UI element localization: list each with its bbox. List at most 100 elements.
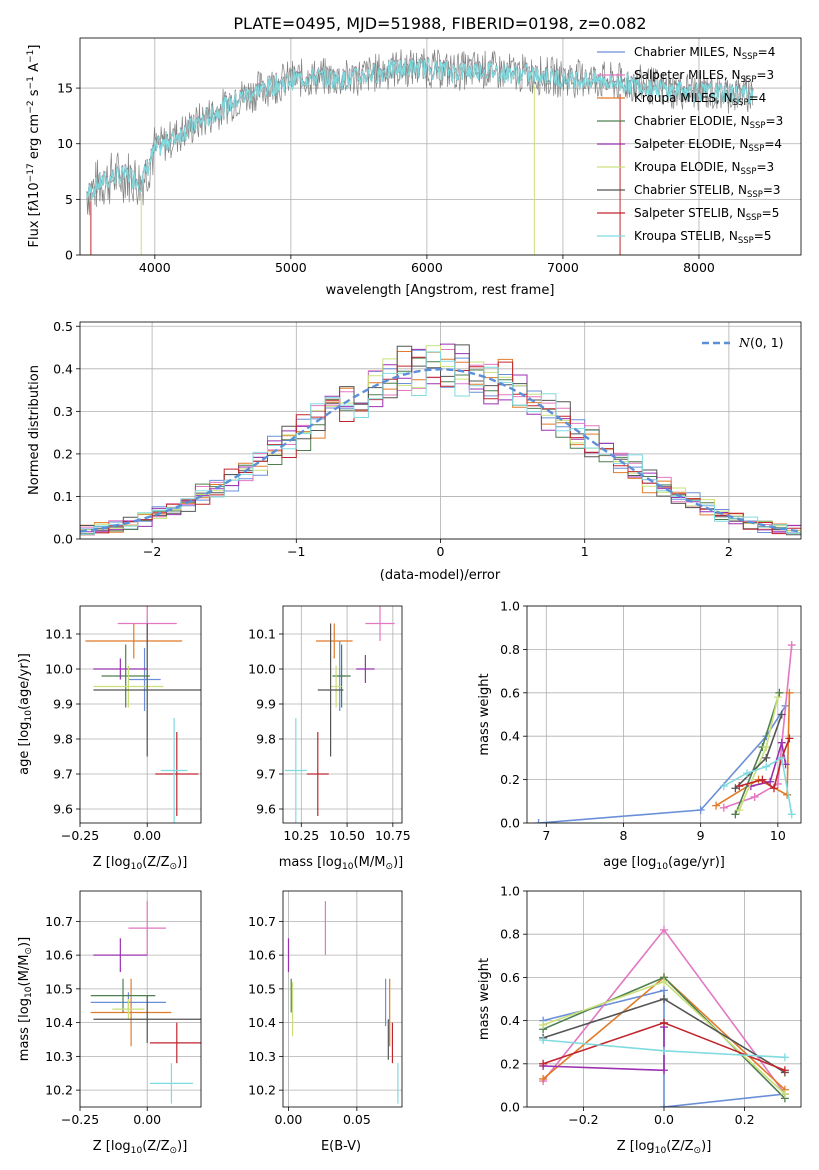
mass-weight-marker (735, 782, 744, 791)
spectrum-frame (79, 37, 802, 256)
mass-weight-marker (780, 1066, 789, 1075)
mass-vs-Z-ylabel-part: )] (17, 937, 32, 947)
residuals-xtick-label: 1 (581, 544, 589, 559)
massweight_vs_Z-ytick-label: 0.4 (500, 1013, 520, 1028)
residuals-ylabel: Normed distribution (27, 365, 42, 495)
massweight_vs_age-xlabel-part: (age/yr)] (668, 855, 725, 870)
age_vs_mass-ytick-label: 9.7 (256, 767, 276, 782)
mass_vs_EBV-ytick-label: 10.4 (248, 1015, 276, 1030)
mass-weight-marker (780, 1090, 789, 1099)
massweight_vs_age-ytick-label: 1.0 (500, 599, 520, 614)
legend-entry-text: Chabrier STELIB, N (634, 183, 747, 197)
mass-weight-marker (660, 1046, 668, 1055)
legend-entry: Salpeter STELIB, NSSP=5 (634, 206, 779, 223)
age_vs_mass-ytick-label: 9.6 (256, 802, 276, 817)
mass_vs_EBV-frame (282, 890, 403, 1108)
massweight_vs_Z-ytick-label: 0.8 (500, 927, 520, 942)
mass-vs-Z-xlabel-part: 10 (131, 1146, 143, 1156)
massweight_vs_age-ticks: 7 8 9 10 0.0 0.2 0.4 0.6 0.8 1.0 (500, 599, 786, 844)
mass_vs_Z-ticks: −0.25 0.00 10.2 10.3 10.4 10.5 10.6 10.7 (45, 914, 161, 1127)
legend-entry-sub: SSP (733, 98, 749, 108)
mass_vs_Z-ytick-label: 10.3 (45, 1049, 73, 1064)
mass-weight-marker (758, 775, 767, 784)
residuals-ytick-label: 0.3 (53, 404, 73, 419)
normal-legend-label: N(0, 1) (738, 335, 784, 350)
residuals-xlabel: (data-model)/error (380, 568, 501, 583)
legend-entry-text: =5 (762, 206, 780, 220)
spectrum-ylabel-part: s (27, 89, 42, 100)
mass-weight-marker (750, 792, 759, 801)
mass-vs-Z-xlabel-part: (Z/Z (142, 1139, 169, 1154)
mass_vs_Z-ytick-label: 10.2 (45, 1083, 73, 1098)
mass-weight-marker (660, 995, 668, 1003)
legend-entry-sub: SSP (742, 52, 758, 62)
legend-entry-text: =4 (764, 137, 782, 151)
mass-weight-marker (712, 801, 721, 810)
mass-weight-marker (719, 803, 728, 812)
legend-entry-text: Chabrier MILES, N (634, 45, 742, 59)
mass-vs-Z-ylabel-part: mass [log (17, 998, 32, 1061)
data-point (306, 732, 329, 816)
legend-entry-text: Kroupa STELIB, N (634, 229, 738, 243)
age-vs-Z-xlabel-part: 10 (131, 862, 143, 872)
mass-weight-marker (787, 641, 796, 650)
data-point (93, 658, 148, 680)
spectrum-panel: 4000 5000 6000 7000 8000 0 5 10 15 wavelength [An… (26, 37, 802, 298)
spectrum-model-top (86, 57, 754, 199)
spectrum-xlabel: wavelength [Angstrom, rest frame] (326, 283, 555, 298)
spectrum-ylabel-part: ] (27, 45, 42, 50)
massweight_vs_age-xtick-label: 8 (620, 828, 628, 843)
massweight_vs_Z-frame (526, 890, 802, 1108)
mass-weight-marker (534, 819, 543, 823)
massweight_vs_Z-xlabel-part: 10 (655, 1146, 667, 1156)
legend-entry-sub: SSP (750, 121, 766, 131)
mass-weight-marker (785, 734, 794, 743)
normal-legend-symbol: N (738, 335, 751, 350)
data-point (332, 644, 351, 708)
massweight_vs_age-xtick-label: 7 (542, 828, 550, 843)
residuals-ytick-label: 0.4 (53, 361, 73, 376)
residuals-xtick-label: −1 (287, 544, 305, 559)
data-point (356, 655, 375, 683)
residuals-xtick-label: 0 (437, 544, 445, 559)
legend-entry: Salpeter MILES, NSSP=3 (634, 68, 774, 85)
legend-entry-text: =4 (758, 45, 776, 59)
age_vs_mass-ytick-label: 9.8 (256, 732, 276, 747)
mass-weight-marker (660, 1103, 668, 1107)
legend-entry-sub: SSP (738, 236, 754, 246)
residual-histogram-c8 (80, 351, 801, 539)
massweight_vs_Z-plot-area (539, 925, 789, 1107)
age-vs-Z-xlabel-part: ⊙ (170, 862, 178, 872)
age-vs-Z-ylabel: age [log10(age/yr)] (17, 653, 34, 775)
massweight_vs_age-frame (526, 605, 802, 824)
spectrum-ylabel-part: −17 (26, 163, 36, 182)
spectrum-xtick-label: 7000 (547, 260, 579, 275)
age_vs_mass-grid (283, 606, 402, 823)
mass-weight-marker (735, 805, 744, 814)
massweight_vs_Z-xtick-label: −0.2 (568, 1112, 598, 1127)
mass-weight-series-c0 (538, 705, 787, 823)
massweight_vs_Z-ytick-label: 1.0 (500, 884, 520, 899)
mass-vs-Z-ylabel-part: (M/M (17, 955, 32, 987)
mass_vs_EBV-grid (283, 891, 402, 1107)
mass-weight-marker (769, 784, 778, 793)
data-point (85, 623, 183, 659)
mass-weight-marker (539, 1074, 548, 1083)
mass_vs_Z-xtick-label: −0.25 (61, 1112, 99, 1127)
legend-entry: Chabrier STELIB, NSSP=3 (634, 183, 781, 200)
age-vs-Z-ylabel-part: age [log (17, 722, 32, 775)
mass-vs-Z-xlabel-part: ⊙ (170, 1146, 178, 1156)
spectrum-observed (86, 48, 754, 216)
legend-entry-text: =3 (763, 183, 781, 197)
age_vs_Z-ytick-label: 10.0 (45, 662, 73, 677)
age_vs_mass-xtick-label: 10.25 (283, 828, 319, 843)
data-point (330, 665, 342, 708)
data-point (112, 999, 145, 1020)
age-vs-Z-xlabel-part: (Z/Z (142, 855, 169, 870)
age-vs-Z-xlabel-part: Z [log (93, 855, 131, 870)
mass-weight-marker (660, 986, 668, 995)
mass_vs_Z-grid (79, 891, 201, 1107)
spectrum-ytick-label: 0 (65, 248, 73, 263)
massweight_vs_age-ytick-label: 0.2 (500, 772, 520, 787)
age-vs-Z-xlabel-part: )] (177, 855, 187, 870)
